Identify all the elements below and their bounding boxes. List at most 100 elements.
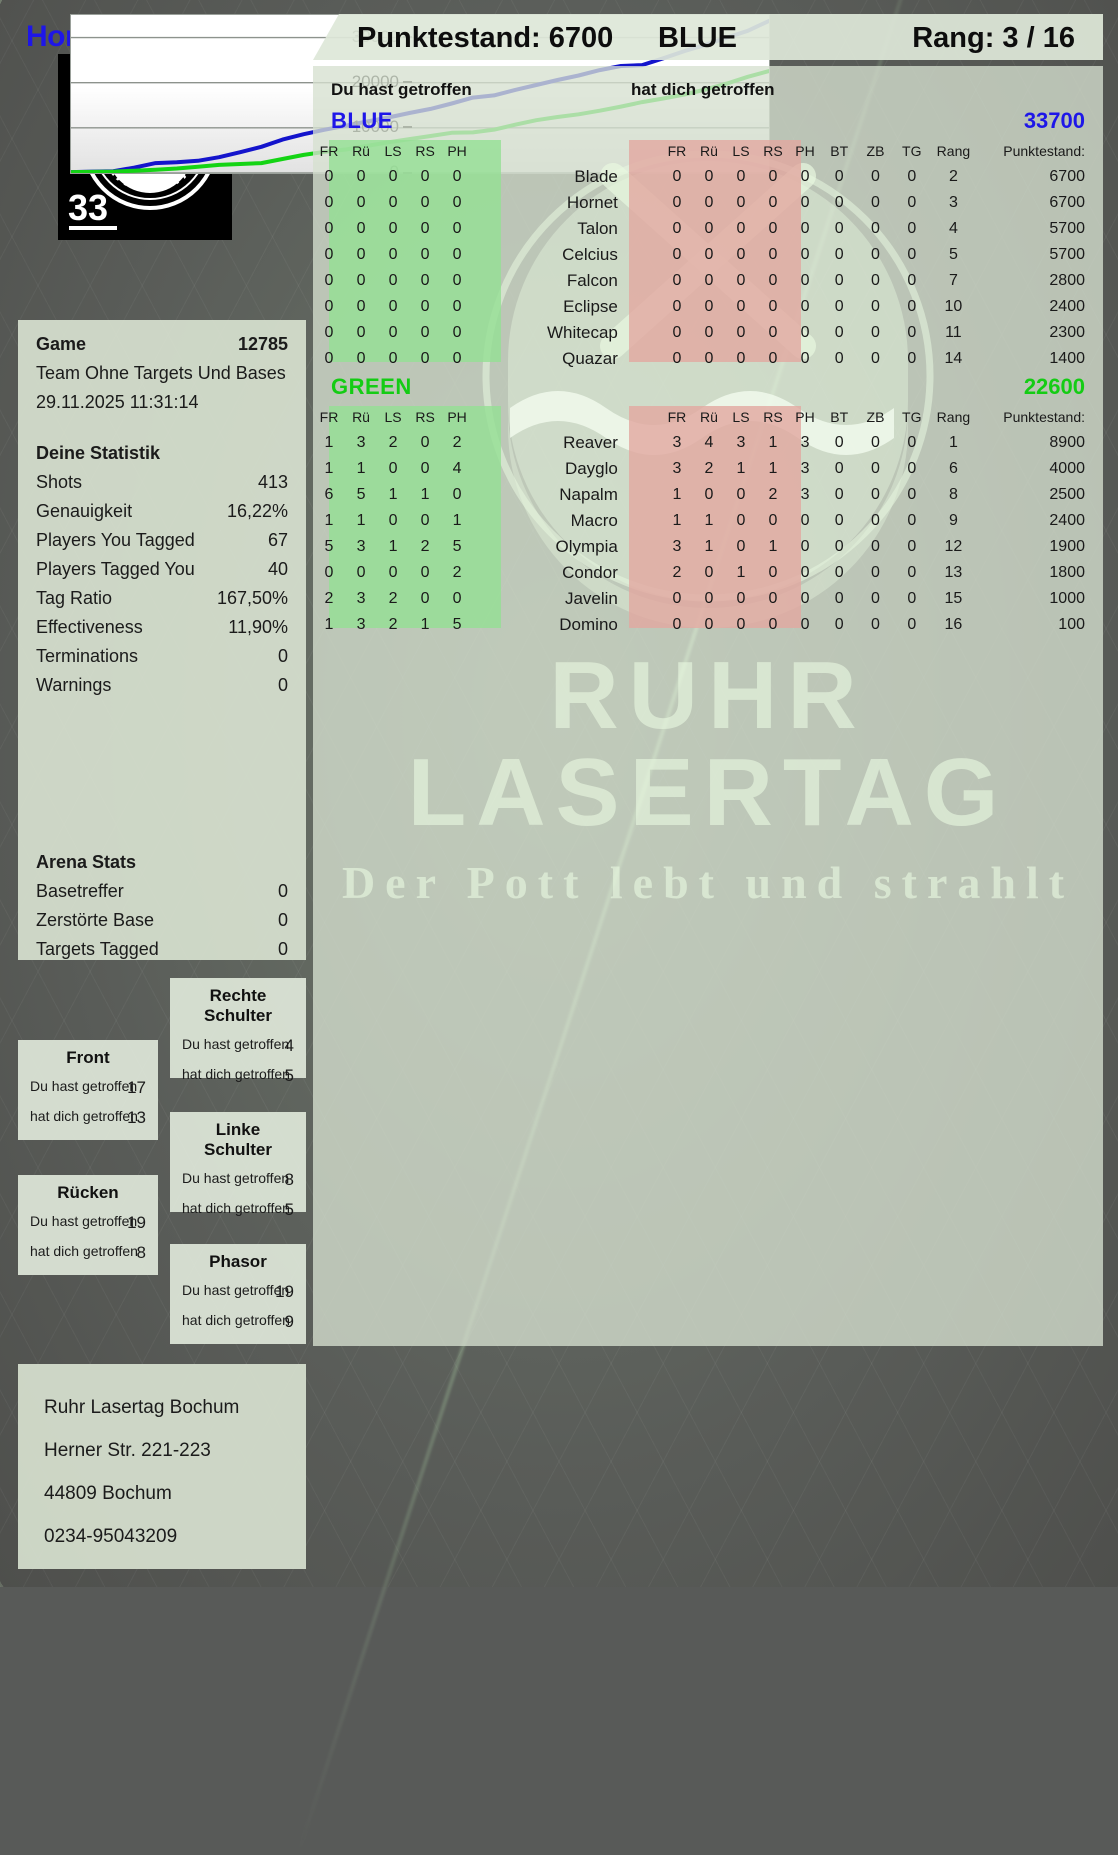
cell-got-0: 1 [672,512,682,529]
team-table-blue: FR Rü LS RS PH FR Rü LS RS PH BT ZB TG R… [313,138,1103,372]
address-line-2: Herner Str. 221-223 [44,1440,211,1461]
cell-got-2: 3 [736,434,746,451]
arena-stat-row: Basetreffer 0 [18,881,306,910]
cell-hit-0: 0 [324,194,334,211]
bodypart-hit-label: Du hast getroffen [182,1282,290,1298]
table-row: 0 0 0 0 0 Celcius 0 0 0 0 0 0 0 0 5 5700 [313,242,1103,268]
cell-spacer [644,430,661,456]
cell-hit-1: 1 [356,460,366,477]
cell-hit-4: 0 [452,590,462,607]
cell-hit-2: 0 [388,168,398,185]
cell-got-4: 0 [800,324,810,341]
bodypart-hit-value: 8 [284,1170,294,1189]
bodypart-tagged-row: hat dich getroffen 8 [28,1243,148,1273]
cell-hit-2: 2 [388,434,398,451]
cell-hit-4: 1 [452,512,462,529]
cell-hit-2: 2 [388,616,398,633]
game-label: Game [36,334,87,354]
cell-points: 100 [1058,616,1085,633]
bodypart-hit-label: Du hast getroffen [182,1170,290,1186]
header-score-bar: Punktestand: 6700 BLUE Rang: 3 / 16 [313,14,1103,60]
stat-row: Warnings 0 [18,675,306,704]
cell-rang: 15 [944,590,963,607]
cell-zb: 0 [871,220,880,237]
address-line-3: 44809 Bochum [44,1483,172,1504]
cell-got-4: 0 [800,564,810,581]
green-hits-highlight [329,406,501,628]
stat-row-value: 0 [277,646,288,666]
cell-player-name: Hornet [566,193,618,212]
cell-got-3: 0 [768,616,778,633]
cell-got-4: 0 [800,246,810,263]
cell-got-0: 0 [672,194,682,211]
cell-points: 6700 [1049,168,1085,185]
cell-bt: 0 [834,590,844,607]
cell-got-2: 0 [736,590,746,607]
cell-got-3: 0 [768,298,778,315]
cell-got-0: 0 [672,220,682,237]
bodypart-tagged-row: hat dich getroffen 13 [28,1108,148,1138]
cell-hit-2: 0 [388,194,398,211]
cell-hit-1: 3 [356,434,366,451]
cell-hit-4: 0 [452,220,462,237]
cell-hit-2: 0 [388,272,398,289]
table-row: 0 0 0 0 0 Quazar 0 0 0 0 0 0 0 0 14 1400 [313,346,1103,372]
stat-row: Effectiveness 11,90% [18,617,306,646]
col-hit-ru: Rü [352,143,370,159]
bodypart-hit-value: 4 [284,1036,294,1055]
cell-points: 8900 [1049,434,1085,451]
arena-stat-row-value: 0 [277,881,288,901]
cell-got-3: 0 [768,564,778,581]
cell-hit-1: 0 [356,272,366,289]
cell-got-2: 0 [736,486,746,503]
col-got-ph: PH [795,143,815,159]
team-total-green: 22600 [1023,374,1085,399]
col-zb: ZB [866,143,885,159]
bodypart-title: Front [66,1048,110,1067]
col-punktestand: Punktestand: [1003,409,1085,425]
stat-row-value: 67 [267,530,288,550]
cell-got-4: 3 [800,486,810,503]
stat-row: Terminations 0 [18,646,306,675]
cell-got-2: 0 [736,220,746,237]
game-datetime-row: 29.11.2025 11:31:14 [18,392,306,421]
cell-got-1: 0 [704,564,714,581]
cell-tg: 0 [907,298,917,315]
table-row: 2 3 2 0 0 Javelin 0 0 0 0 0 0 0 0 15 1000 [313,586,1103,612]
cell-hit-4: 0 [452,298,462,315]
cell-tg: 0 [907,564,917,581]
stat-row-label: Effectiveness [36,617,143,637]
col-player-name [473,404,644,430]
bodypart-tagged-label: hat dich getroffen [30,1108,138,1124]
scoreboard-panel: RUHR LASERTAG Der Pott lebt und strahlt … [313,66,1103,1346]
rank-display: Rang: 3 / 16 [912,22,1075,54]
cell-got-1: 0 [704,194,714,211]
cell-hit-3: 1 [420,486,430,503]
stat-row: Players You Tagged 67 [18,530,306,559]
cell-hit-2: 0 [388,220,398,237]
col-hit-fr: FR [319,143,339,159]
bodypart-left-shoulder: Linke Schulter Du hast getroffen 8 hat d… [170,1112,306,1219]
table-row: 1 3 2 0 2 Reaver 3 4 3 1 3 0 0 0 1 8900 [313,430,1103,456]
cell-got-2: 0 [736,168,746,185]
cell-hit-1: 0 [356,220,366,237]
cell-got-1: 0 [704,298,714,315]
cell-hit-2: 2 [388,590,398,607]
cell-spacer [644,268,661,294]
cell-got-3: 0 [768,590,778,607]
bodypart-hit-label: Du hast getroffen [30,1213,138,1229]
stat-row-label: Shots [36,472,83,492]
cell-hit-0: 0 [324,168,334,185]
cell-got-0: 0 [672,350,682,367]
game-row: Game 12785 [18,334,306,363]
cell-got-4: 0 [800,512,810,529]
cell-points: 2400 [1049,298,1085,315]
cell-points: 1000 [1049,590,1085,607]
table-row: 0 0 0 0 0 Blade 0 0 0 0 0 0 0 0 2 6700 [313,164,1103,190]
cell-player-name: Quazar [562,349,618,368]
cell-player-name: Napalm [559,485,618,504]
cell-spacer [644,320,661,346]
cell-got-4: 0 [800,590,810,607]
cell-hit-3: 2 [420,538,430,555]
col-got-fr: FR [667,143,687,159]
